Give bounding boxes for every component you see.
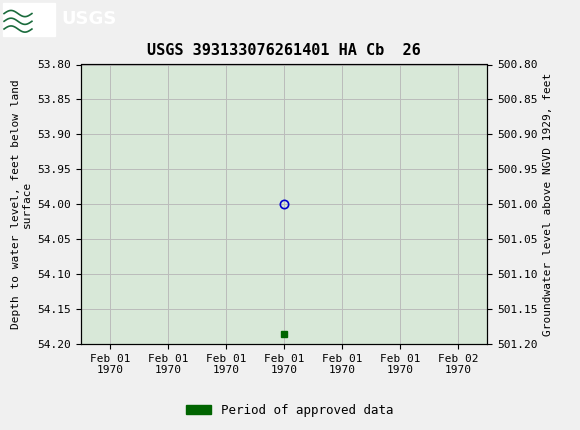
Text: USGS: USGS xyxy=(61,9,116,28)
Bar xyxy=(3,3,55,36)
Title: USGS 393133076261401 HA Cb  26: USGS 393133076261401 HA Cb 26 xyxy=(147,43,421,58)
Legend: Period of approved data: Period of approved data xyxy=(181,399,399,421)
Y-axis label: Groundwater level above NGVD 1929, feet: Groundwater level above NGVD 1929, feet xyxy=(543,73,553,336)
Y-axis label: Depth to water level, feet below land
surface: Depth to water level, feet below land su… xyxy=(10,80,32,329)
